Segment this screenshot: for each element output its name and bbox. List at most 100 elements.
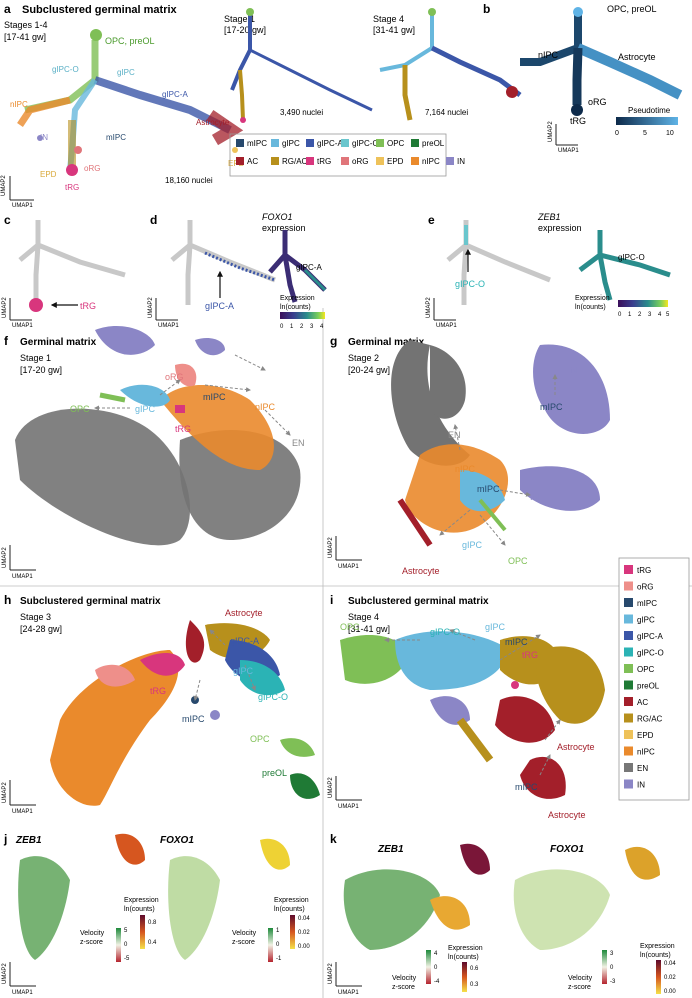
tick-label: 5: [124, 928, 128, 934]
legend-swatch: [236, 157, 244, 165]
axis-label-x: UMAP1: [12, 323, 33, 329]
cluster-label: mIPC: [515, 782, 538, 792]
gene-expression-label: expression: [262, 223, 306, 233]
axis-arrows: UMAP2 UMAP1: [328, 776, 362, 810]
cluster-label: OPC: [508, 556, 528, 566]
tick-label: -3: [610, 979, 616, 985]
cluster-label: EN: [292, 438, 305, 448]
umap-grey: [446, 220, 551, 305]
tick-label: 5: [643, 130, 647, 137]
legend-item: preOL: [624, 680, 660, 691]
stage-range: [31-41 gw]: [348, 624, 390, 634]
tick-label: -1: [276, 956, 282, 962]
legend-label: gIPC-O: [637, 649, 664, 658]
cluster-label: gIPC-A: [230, 636, 259, 646]
axis-label-y: UMAP2: [328, 777, 334, 798]
panel-letter: i: [330, 593, 333, 607]
legend-item: gIPC-A: [306, 139, 343, 148]
gene-name: FOXO1: [160, 835, 194, 846]
cluster-label: Astrocyte: [225, 608, 263, 618]
cluster-label: tRG: [150, 686, 166, 696]
umap-stage1: [230, 8, 373, 123]
tick-label: -5: [124, 956, 130, 962]
legend-top: mIPC gIPC gIPC-A gIPC-O OPC preOL AC RG/AC tRG oR…: [236, 139, 465, 166]
cluster-label: gIPC: [462, 540, 483, 550]
legend-unit: ln(counts): [274, 906, 305, 913]
legend-unit: z-score: [392, 984, 415, 991]
velocity-maps: [18, 833, 290, 960]
tick-label: 4: [434, 951, 438, 957]
cluster-label: tRG: [522, 650, 538, 660]
umap-pseudotime: [520, 7, 683, 116]
gene-name: ZEB1: [537, 212, 561, 222]
cluster-label: OPC: [340, 622, 360, 632]
legend-item: EPD: [376, 157, 404, 166]
legend-label: mIPC: [637, 599, 657, 608]
axis-label-x: UMAP1: [12, 574, 33, 580]
legend-swatch: [271, 139, 279, 147]
panel-letter: f: [4, 334, 9, 348]
cluster-label: gIPC-O: [258, 692, 288, 702]
axis-label-y: UMAP2: [1, 175, 7, 196]
legend-swatch: [624, 631, 633, 640]
legend-label: gIPC-A: [317, 139, 343, 148]
cluster-label: mIPC: [505, 637, 528, 647]
umap-expression-inset: [268, 230, 327, 303]
tick-label: 0: [618, 312, 622, 318]
stage-label: Stage 3: [20, 612, 51, 622]
cluster-label: nIPC: [538, 50, 559, 60]
tick-label: 1: [628, 312, 632, 318]
axis-arrows: UMAP2 UMAP1: [426, 297, 457, 329]
arrow-label: gIPC-O: [455, 279, 485, 289]
stage-label: Stages 1-4: [4, 20, 48, 30]
axis-label-x: UMAP1: [12, 990, 33, 996]
cluster-label: OPC, preOL: [607, 4, 657, 14]
colorbar: [656, 960, 661, 994]
legend-item: OPC: [376, 139, 405, 148]
axis-label-y: UMAP2: [2, 297, 8, 318]
cluster-label: EPD: [40, 170, 57, 179]
axis-label-y: UMAP2: [2, 963, 8, 984]
legend-label: IN: [637, 781, 645, 790]
legend-label: oRG: [637, 583, 653, 592]
nuclei-count: 3,490 nuclei: [280, 108, 323, 117]
tick-label: 5: [666, 312, 670, 318]
cluster-label: OPC: [250, 734, 270, 744]
tick-label: 0.8: [148, 920, 157, 926]
legend-unit: z-score: [80, 939, 103, 946]
legend-title: Velocity: [568, 975, 593, 982]
cluster-label: Astrocyte: [618, 52, 656, 62]
axis-label-y: UMAP2: [328, 537, 334, 558]
cluster-label: Astrocyte: [557, 742, 595, 752]
axis-label-y: UMAP2: [148, 297, 154, 318]
velocity-embedding: [391, 340, 610, 547]
legend-item: AC: [624, 697, 648, 707]
axis-label-x: UMAP1: [158, 323, 179, 329]
legend-unit: ln(counts): [124, 906, 155, 913]
cluster-label: Astrocyte: [402, 566, 440, 576]
velocity-maps: [343, 843, 660, 950]
inset-label: gIPC-O: [618, 253, 645, 262]
axis-label-x: UMAP1: [338, 990, 359, 996]
tick-label: 0.3: [470, 982, 479, 988]
panel-a: a Subclustered germinal matrix Stages 1-…: [1, 2, 522, 209]
inset-label: gIPC-A: [296, 263, 322, 272]
legend-title: Expression: [280, 295, 315, 302]
trajectory-arrows: [384, 629, 561, 776]
legend-swatch: [446, 157, 454, 165]
axis-arrows: UMAP2 UMAP1: [548, 121, 579, 154]
panel-title: Subclustered germinal matrix: [22, 4, 178, 16]
umap-stage4: [379, 8, 522, 121]
legend-label: RG/AC: [282, 157, 308, 166]
tick-label: 0.04: [298, 916, 310, 922]
colorbar-ticks: 0 1 2 3 4 5: [618, 312, 670, 318]
panel-letter: j: [3, 832, 7, 846]
tick-label: 0: [124, 942, 128, 948]
legend-item: mIPC: [236, 139, 267, 148]
tick-label: 0.02: [298, 930, 310, 936]
legend-swatch: [624, 647, 633, 657]
axis-arrows: UMAP2 UMAP1: [2, 962, 36, 996]
legend-item: IN: [446, 157, 465, 166]
axis-label-x: UMAP1: [12, 809, 33, 815]
